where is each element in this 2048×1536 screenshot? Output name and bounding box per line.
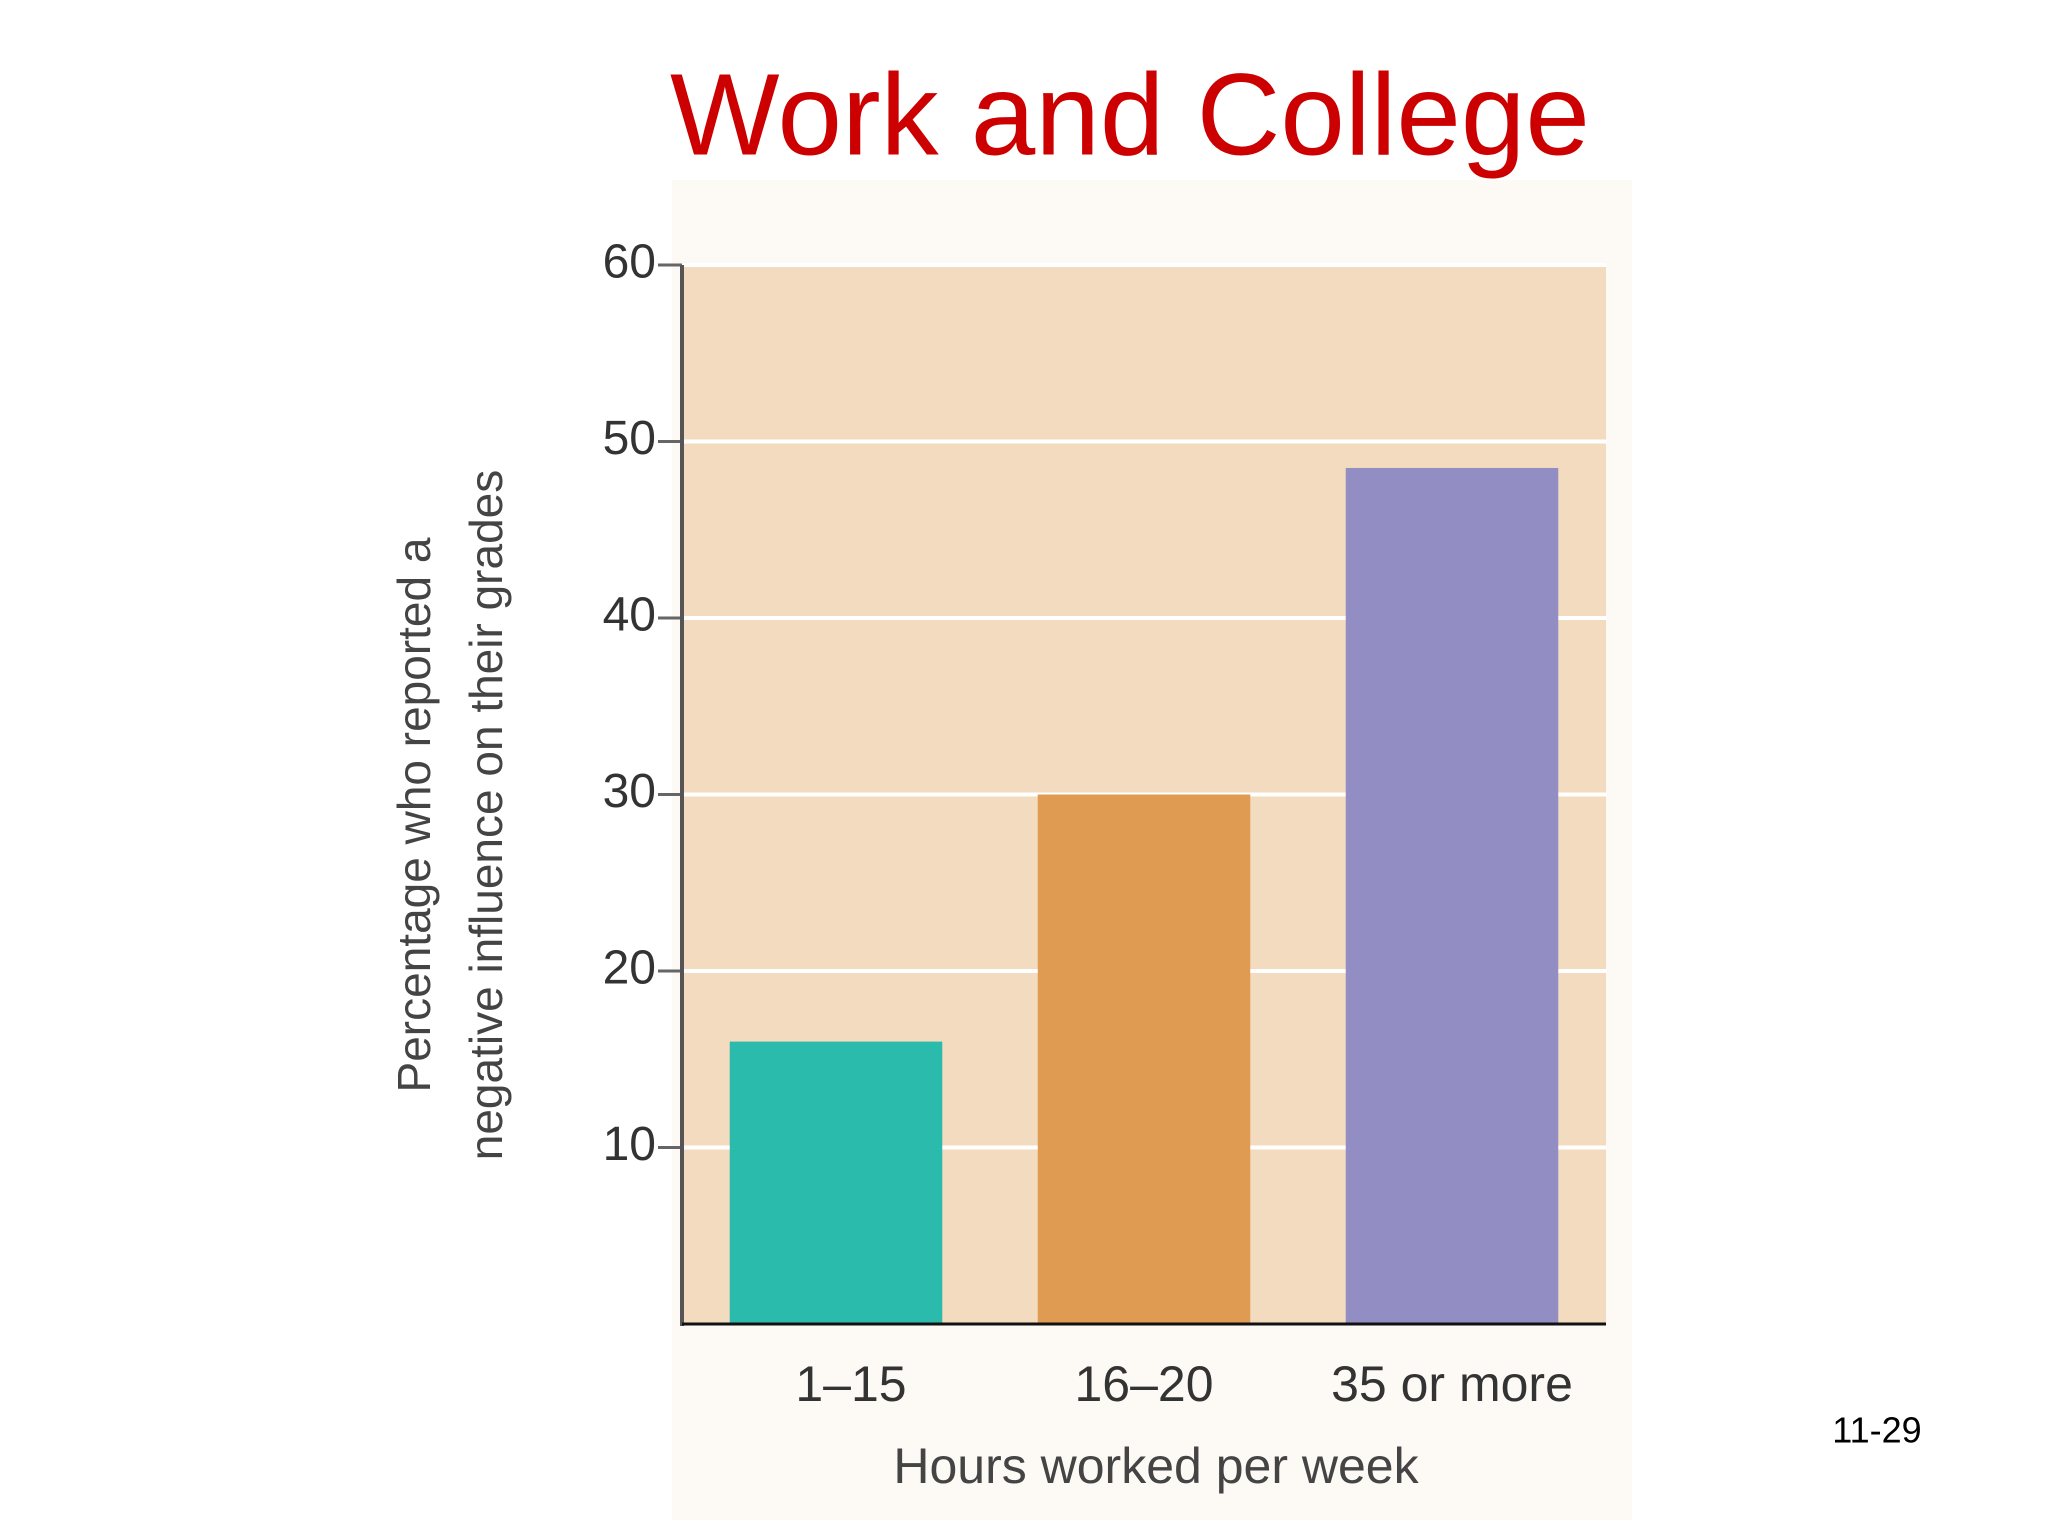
y-axis-label: Percentage who reported a bbox=[388, 537, 440, 1092]
y-tick-label: 10 bbox=[603, 1118, 656, 1171]
y-tick-label: 20 bbox=[603, 942, 656, 995]
y-tick-label: 50 bbox=[603, 412, 656, 465]
y-tick-label: 30 bbox=[603, 765, 656, 818]
bar bbox=[729, 1041, 943, 1324]
bar bbox=[1037, 794, 1251, 1324]
y-axis-label: negative influence on their grades bbox=[460, 470, 512, 1160]
x-axis-label: Hours worked per week bbox=[893, 1438, 1419, 1494]
x-tick-label: 16–20 bbox=[1074, 1356, 1213, 1412]
x-tick-label: 1–15 bbox=[795, 1356, 906, 1412]
chart-title: Work and College bbox=[670, 50, 1590, 180]
page-number: 11-29 bbox=[1832, 1410, 1921, 1451]
y-tick-label: 40 bbox=[603, 589, 656, 642]
y-tick-label: 60 bbox=[603, 236, 656, 289]
bar bbox=[1345, 467, 1559, 1325]
x-tick-label: 35 or more bbox=[1331, 1356, 1573, 1412]
